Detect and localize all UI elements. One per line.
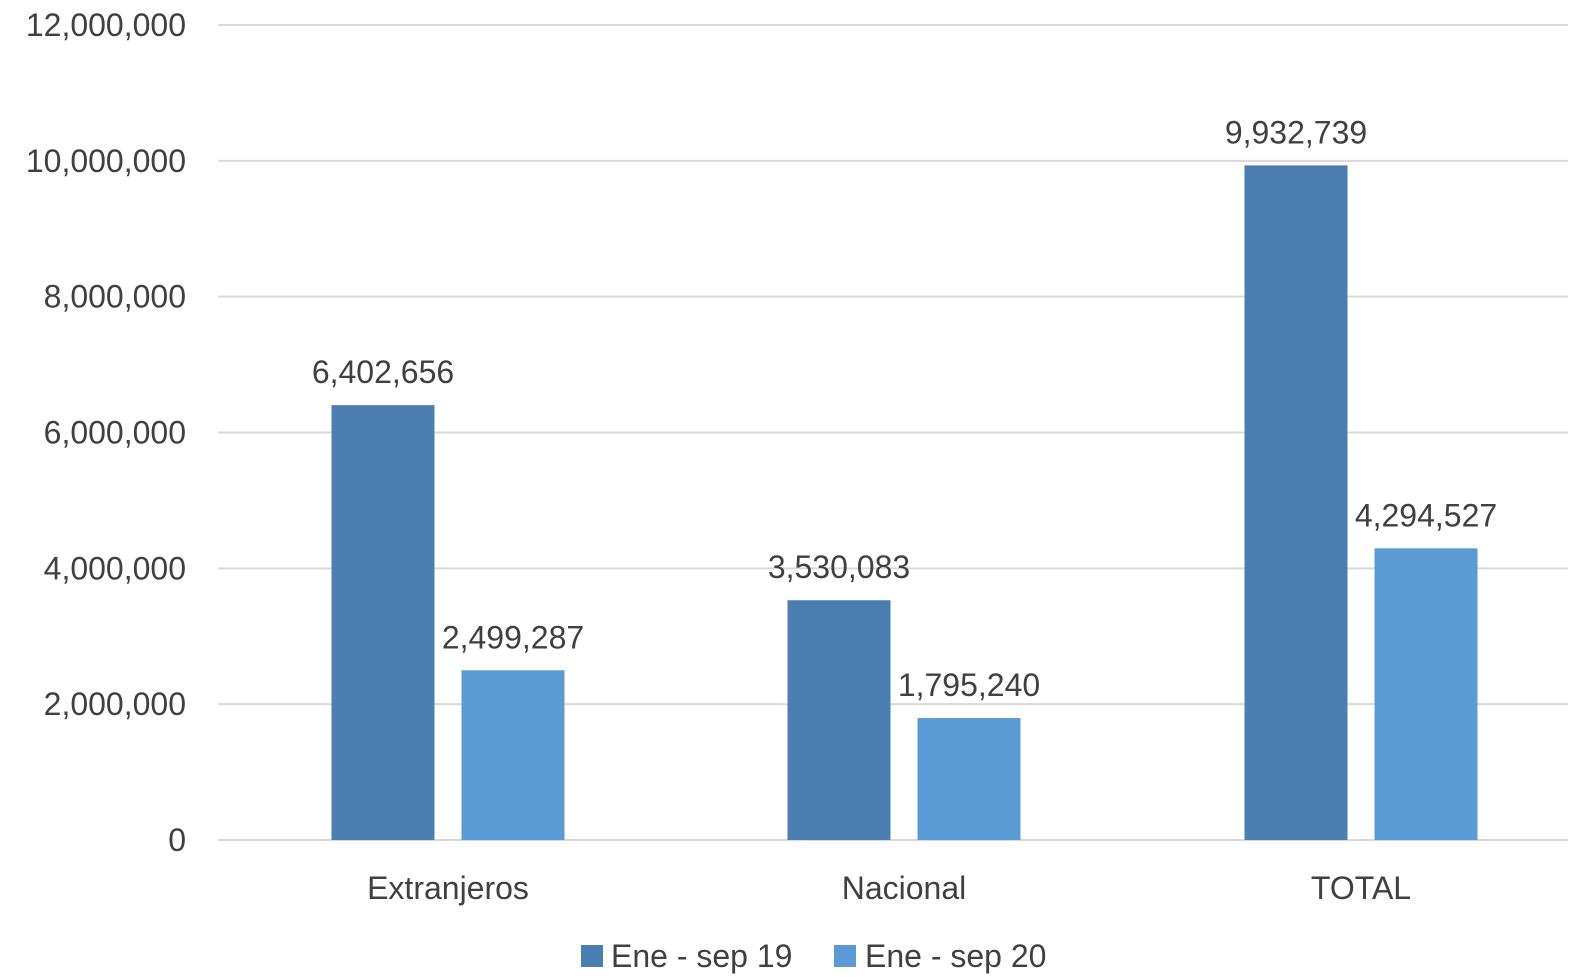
- y-tick-label: 8,000,000: [44, 279, 186, 315]
- bar-total-series-1: [1244, 165, 1348, 840]
- bar-extranjeros-series-2: [461, 670, 565, 840]
- data-label: 3,530,083: [768, 549, 910, 585]
- legend-item: Ene - sep 19: [581, 938, 792, 974]
- y-tick-label: 6,000,000: [44, 415, 186, 451]
- x-category-label: Extranjeros: [367, 870, 529, 906]
- bar-nacional-series-1: [787, 600, 891, 840]
- bars: [331, 165, 1478, 840]
- data-label: 9,932,739: [1225, 114, 1367, 150]
- y-tick-label: 2,000,000: [44, 686, 186, 722]
- y-tick-label: 10,000,000: [26, 143, 186, 179]
- legend-swatch: [581, 945, 603, 967]
- x-category-label: TOTAL: [1311, 870, 1411, 906]
- bar-total-series-2: [1374, 548, 1478, 840]
- legend: Ene - sep 19 Ene - sep 20: [581, 938, 1046, 974]
- data-label: 1,795,240: [898, 667, 1040, 703]
- bar-nacional-series-2: [917, 718, 1021, 840]
- data-label: 2,499,287: [442, 619, 584, 655]
- x-category-label: Nacional: [842, 870, 967, 906]
- bar-extranjeros-series-1: [331, 405, 435, 840]
- y-axis-tick-labels: 0 2,000,000 4,000,000 6,000,000 8,000,000 10,…: [26, 7, 186, 858]
- gridlines: [218, 24, 1568, 841]
- x-axis-category-labels: Extranjeros Nacional TOTAL: [367, 870, 1411, 906]
- legend-label: Ene - sep 20: [865, 938, 1046, 974]
- legend-item: Ene - sep 20: [834, 938, 1046, 974]
- legend-swatch: [834, 945, 856, 967]
- data-label: 6,402,656: [312, 354, 454, 390]
- y-tick-label: 4,000,000: [44, 550, 186, 586]
- legend-label: Ene - sep 19: [611, 938, 792, 974]
- y-tick-label: 12,000,000: [26, 7, 186, 43]
- y-tick-label: 0: [168, 822, 186, 858]
- data-labels: 6,402,656 2,499,287 3,530,083 1,795,240 9,93…: [312, 114, 1497, 703]
- data-label: 4,294,527: [1355, 497, 1497, 533]
